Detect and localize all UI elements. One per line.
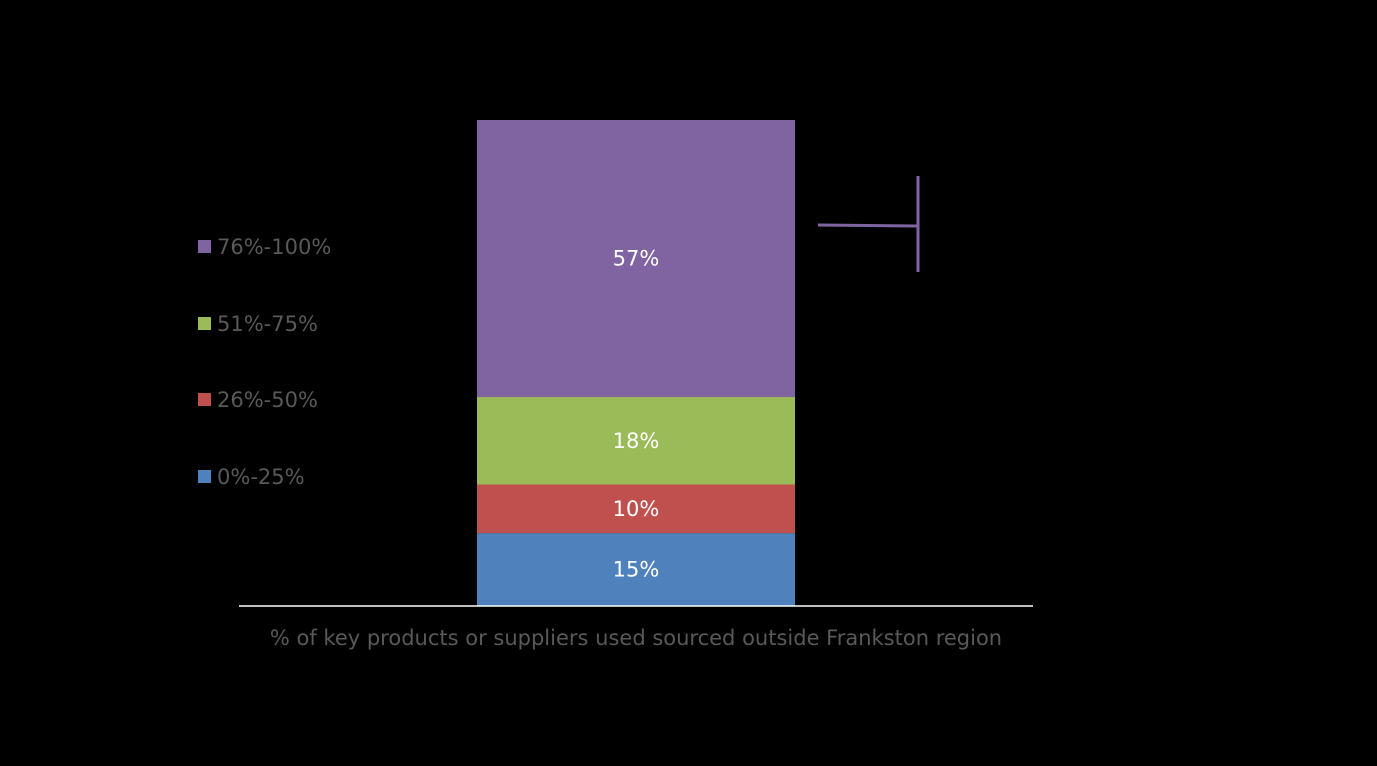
legend: 76%-100% 51%-75% 26%-50% 0%-25% — [198, 235, 331, 489]
bar-stack — [477, 120, 795, 606]
x-axis-label: % of key products or suppliers used sour… — [270, 626, 1002, 650]
legend-label: 76%-100% — [217, 235, 331, 259]
data-labels: 15% 10% 18% 57% — [613, 247, 660, 582]
legend-swatch — [198, 240, 211, 253]
legend-label: 51%-75% — [217, 312, 318, 336]
data-label: 15% — [613, 558, 660, 582]
annotation-bracket — [817, 176, 920, 272]
bracket-horizontal — [817, 223, 919, 228]
data-label: 57% — [613, 247, 660, 271]
bar-segment-0-25 — [477, 533, 795, 606]
legend-swatch — [198, 393, 211, 406]
bar-segment-76-100 — [477, 120, 795, 398]
data-label: 10% — [613, 497, 660, 521]
legend-item: 76%-100% — [198, 235, 331, 259]
legend-swatch — [198, 317, 211, 330]
legend-item: 51%-75% — [198, 312, 318, 336]
legend-label: 26%-50% — [217, 388, 318, 412]
data-label: 18% — [613, 429, 660, 453]
legend-item: 26%-50% — [198, 388, 318, 412]
bar-segment-51-75 — [477, 397, 795, 485]
legend-swatch — [198, 470, 211, 483]
bar-segment-26-50 — [477, 484, 795, 534]
legend-item: 0%-25% — [198, 465, 305, 489]
legend-label: 0%-25% — [217, 465, 305, 489]
